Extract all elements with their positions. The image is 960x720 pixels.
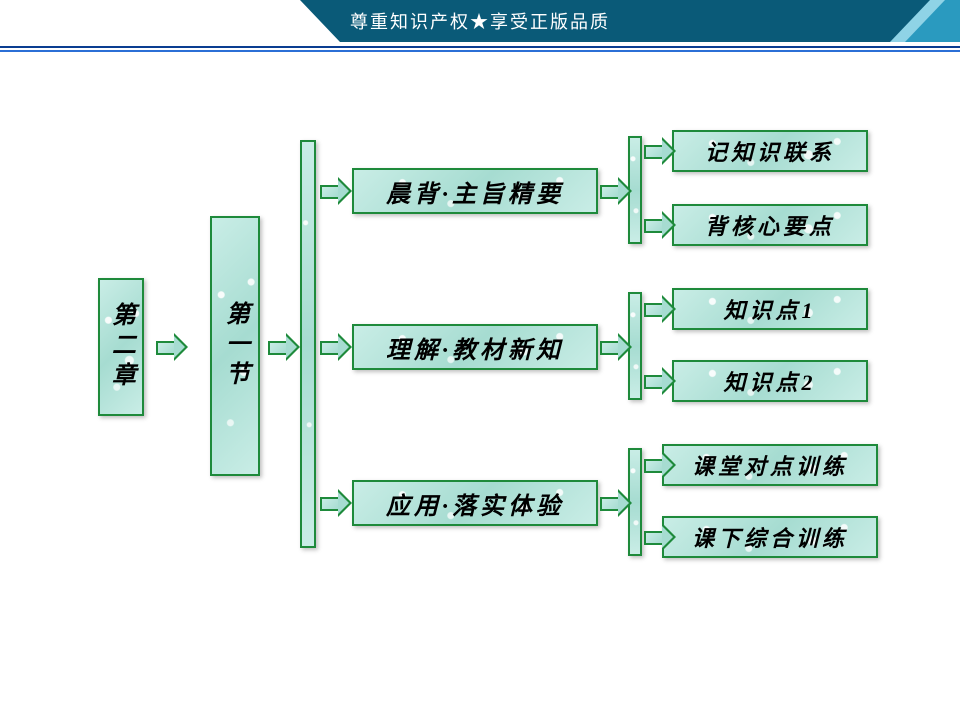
arrow-right-5 bbox=[600, 181, 632, 209]
leaf-node-2-0: 课堂对点训练 bbox=[662, 444, 878, 486]
leaf-node-1-1: 知识点2 bbox=[672, 360, 868, 402]
leaf-node-0-1: 背核心要点 bbox=[672, 204, 868, 246]
banner-rule-bottom bbox=[0, 50, 960, 52]
banner-rule-top bbox=[0, 46, 960, 48]
arrow-right-10 bbox=[644, 299, 676, 327]
branch-node-0: 晨背·主旨精要 bbox=[352, 168, 598, 214]
leaf-node-0-0: 记知识联系 bbox=[672, 130, 868, 172]
root-node: 第二章 bbox=[98, 278, 144, 416]
arrow-right-1 bbox=[268, 337, 300, 365]
branch-node-2: 应用·落实体验 bbox=[352, 480, 598, 526]
arrow-right-13 bbox=[644, 527, 676, 555]
arrow-right-2 bbox=[320, 181, 352, 209]
leaf-node-1-0: 知识点1 bbox=[672, 288, 868, 330]
arrow-right-4 bbox=[320, 493, 352, 521]
section-bar bbox=[300, 140, 316, 548]
arrow-right-12 bbox=[644, 455, 676, 483]
arrow-right-11 bbox=[644, 371, 676, 399]
arrow-right-0 bbox=[156, 337, 188, 365]
stage: 尊重知识产权★享受正版品质 第二章 第一节 晨背·主旨精要 记知识联系背核心要点理解·… bbox=[0, 0, 960, 720]
top-banner: 尊重知识产权★享受正版品质 bbox=[0, 0, 960, 42]
arrow-right-3 bbox=[320, 337, 352, 365]
leaf-node-2-1: 课下综合训练 bbox=[662, 516, 878, 558]
branch-node-1: 理解·教材新知 bbox=[352, 324, 598, 370]
section-node: 第一节 bbox=[210, 216, 260, 476]
arrow-right-9 bbox=[644, 215, 676, 243]
arrow-right-8 bbox=[644, 141, 676, 169]
arrow-right-7 bbox=[600, 493, 632, 521]
banner-text: 尊重知识产权★享受正版品质 bbox=[0, 8, 960, 34]
arrow-right-6 bbox=[600, 337, 632, 365]
